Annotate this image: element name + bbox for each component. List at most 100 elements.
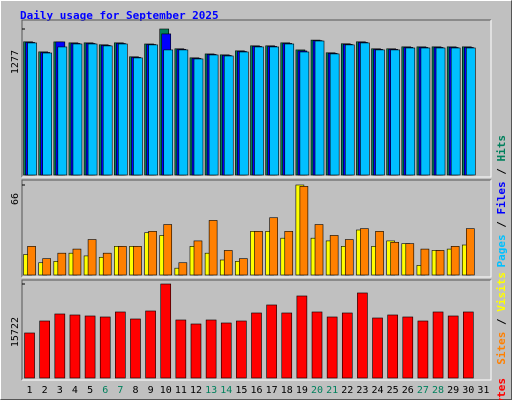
bar (160, 283, 172, 379)
panel-frame-light (22, 180, 492, 278)
bar (208, 220, 218, 276)
x-tick-label: 29 (447, 385, 459, 396)
bar (266, 304, 277, 379)
bar (299, 51, 310, 176)
bar (405, 47, 416, 176)
bar (205, 319, 217, 379)
bar (223, 55, 234, 176)
x-tick-label: 21 (326, 385, 338, 396)
bar (281, 312, 293, 379)
bar (178, 262, 188, 276)
bar (190, 323, 202, 379)
bar (326, 316, 338, 379)
bar (27, 246, 36, 276)
bar (254, 231, 263, 276)
bar (84, 315, 96, 379)
bar (42, 52, 52, 176)
legend-entry: Pages (495, 234, 508, 267)
bar (87, 239, 97, 276)
panel-frame-light (22, 280, 492, 381)
panel-frame-light (22, 20, 492, 178)
x-tick-label: 13 (205, 385, 217, 396)
bar (450, 246, 460, 276)
legend-entry: KBytes (495, 378, 508, 400)
bar (420, 248, 430, 276)
panel-frame-dark (21, 179, 491, 277)
bar (163, 224, 173, 276)
y-tick-label: 1277 (10, 50, 21, 74)
legend-entry: Visits (495, 272, 508, 312)
bar (178, 49, 189, 176)
bar (435, 250, 445, 276)
bar (39, 320, 50, 379)
bar (133, 57, 143, 176)
bar (299, 186, 309, 276)
x-tick-label: 31 (477, 385, 489, 396)
x-tick-label: 25 (387, 385, 399, 396)
x-tick-label: 24 (372, 385, 384, 396)
bar (118, 43, 128, 176)
bar (360, 228, 369, 276)
bar (102, 252, 112, 276)
bar (344, 239, 354, 276)
legend-entry: Sites (495, 332, 508, 365)
bar (375, 49, 385, 176)
x-tick-label: 12 (190, 385, 202, 396)
x-tick-label: 14 (220, 385, 232, 396)
bar (148, 44, 158, 176)
bar (284, 43, 295, 176)
y-tick-label: 66 (10, 193, 21, 205)
bar (175, 319, 187, 379)
bar (87, 43, 98, 176)
legend-entry: Hits (495, 135, 508, 162)
bar (57, 46, 68, 176)
bar (344, 44, 355, 176)
legend: Sites / Visits (495, 272, 508, 365)
bar (405, 243, 415, 276)
x-tick-label: 3 (57, 385, 63, 396)
x-tick-label: 1 (27, 385, 33, 396)
x-tick-label: 6 (102, 385, 108, 396)
x-tick-label: 18 (281, 385, 293, 396)
x-tick-label: 11 (175, 385, 187, 396)
bar (329, 53, 340, 176)
bar (314, 40, 325, 176)
bar (115, 311, 126, 379)
bar (311, 311, 323, 379)
bar (390, 241, 399, 276)
panel-frame-dark (21, 19, 491, 177)
legend-separator: / (495, 215, 508, 235)
bar (390, 49, 400, 176)
x-tick-label: 7 (117, 385, 123, 396)
x-tick-label: 28 (432, 385, 444, 396)
x-tick-label: 22 (341, 385, 353, 396)
bar (447, 315, 459, 379)
x-tick-label: 30 (462, 385, 474, 396)
legend-separator: / (495, 312, 508, 332)
bar (341, 312, 353, 379)
bar (102, 45, 113, 176)
bar (57, 252, 67, 276)
x-tick-label: 8 (132, 385, 138, 396)
bar (466, 228, 475, 276)
bar (463, 311, 474, 379)
x-tick-label: 5 (87, 385, 93, 396)
bar (148, 231, 157, 276)
bar (27, 42, 37, 176)
bar (130, 318, 141, 379)
legend: KBytes (495, 378, 508, 400)
bar (357, 292, 368, 379)
bar (466, 47, 476, 176)
bar (193, 58, 204, 176)
bar (133, 246, 142, 276)
bar (118, 246, 127, 276)
bar (269, 217, 278, 276)
bar (360, 42, 370, 176)
x-tick-label: 20 (311, 385, 323, 396)
bar (193, 240, 203, 276)
bar (450, 47, 461, 176)
bar (435, 47, 446, 176)
bar (99, 316, 111, 379)
